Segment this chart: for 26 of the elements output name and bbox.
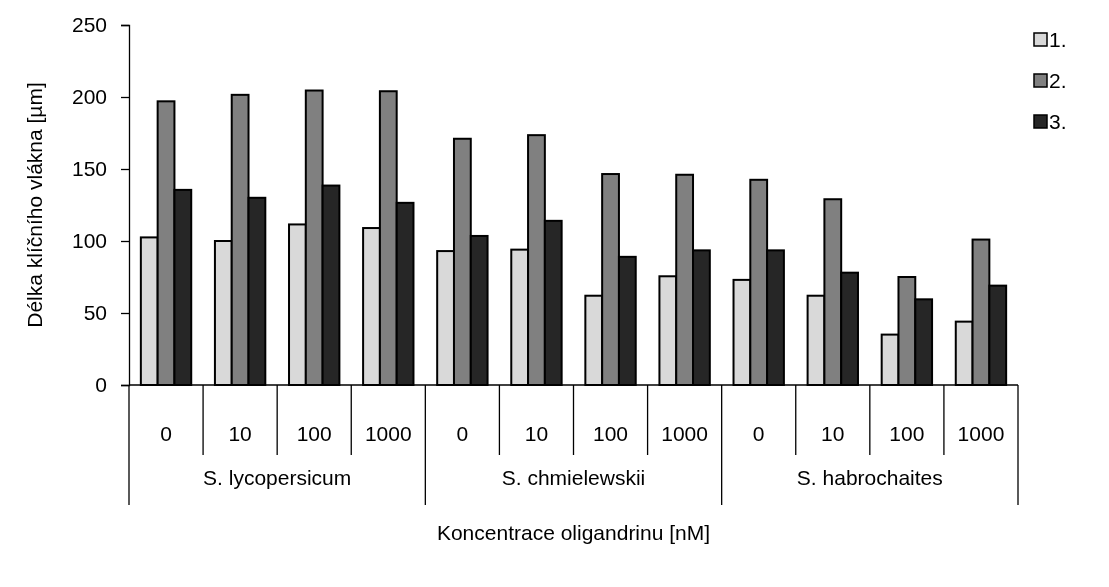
x-tick-label: 100	[296, 422, 332, 445]
x-tick-label: 1000	[661, 422, 708, 445]
x-tick-label: 0	[160, 422, 172, 445]
x-axis-title: Koncentrace oligandrinu [nM]	[436, 521, 711, 544]
x-tick-label: 0	[456, 422, 469, 445]
y-tick-label: 100	[71, 229, 107, 253]
legend-label: 2.	[1049, 69, 1067, 92]
text: S. chmielewskii	[501, 466, 646, 489]
legend-label: 3.	[1049, 110, 1067, 133]
y-tick-label: 50	[83, 301, 107, 325]
y-tick-label: 150	[71, 157, 107, 181]
x-tick-label: 10	[524, 422, 549, 445]
y-tick-label: 200	[71, 85, 107, 109]
x-tick-label: 100	[889, 422, 925, 445]
x-tick-label: 10	[228, 422, 252, 445]
x-tick-label: 1000	[957, 422, 1005, 445]
y-tick-label: 0	[95, 373, 107, 397]
x-tick-label: 10	[821, 422, 845, 445]
x-tick-label: 1000	[364, 422, 412, 445]
x-tick-label: 100	[593, 422, 629, 445]
text: S. lycopersicum	[203, 466, 352, 489]
text: S. habrochaites	[796, 466, 943, 489]
y-axis-title: Délka klíčního vlákna [µm]	[23, 82, 46, 328]
y-tick-label: 250	[71, 13, 107, 37]
legend-label: 1.	[1049, 28, 1067, 51]
x-tick-label: 0	[752, 422, 765, 445]
